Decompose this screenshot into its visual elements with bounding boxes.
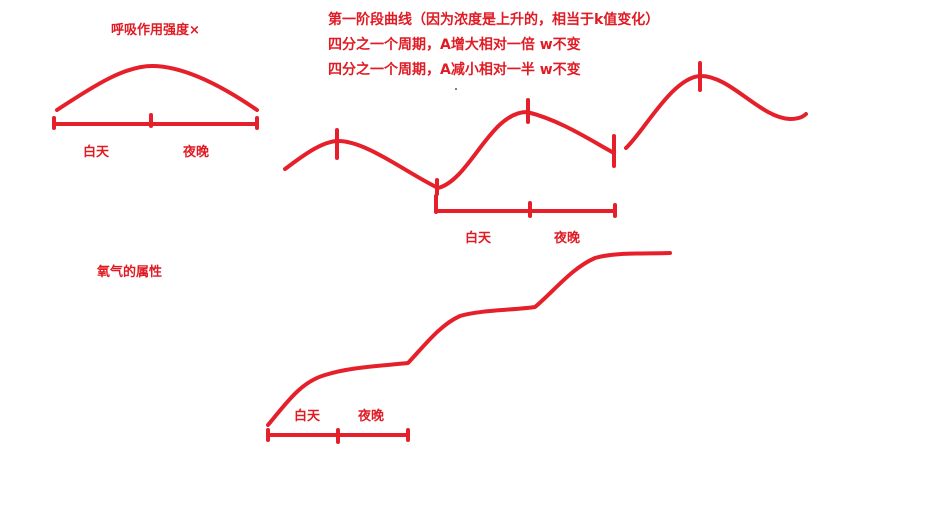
note-line-3: 四分之一个周期，A减小相对一半 w不变 [328, 62, 581, 78]
oxygen-night-label: 夜晚 [358, 409, 385, 424]
note-line-2: 四分之一个周期，A增大相对一倍 w不变 [328, 37, 581, 53]
respiration-day-label: 白天 [83, 145, 110, 160]
respiration-title: 呼吸作用强度× [111, 23, 200, 38]
stray-dot [455, 88, 457, 90]
note-line-1: 第一阶段曲线（因为浓度是上升的，相当于k值变化） [328, 12, 660, 28]
oscillation-timeline [434, 194, 617, 218]
respiration-timeline [52, 113, 259, 130]
oxygen-curve [266, 251, 672, 427]
respiration-curve [55, 64, 259, 112]
oxygen-timeline [266, 428, 410, 444]
oscillation-day-label: 白天 [465, 231, 492, 246]
oscillation-night-label: 夜晚 [554, 231, 581, 246]
oscillation-curve [283, 110, 616, 190]
respiration-night-label: 夜晚 [183, 145, 210, 160]
oxygen-day-label: 白天 [294, 409, 321, 424]
oxygen-title: 氧气的属性 [97, 265, 163, 280]
oscillation-curve-continued [624, 73, 808, 150]
oscillation-tick-marks [335, 61, 702, 196]
